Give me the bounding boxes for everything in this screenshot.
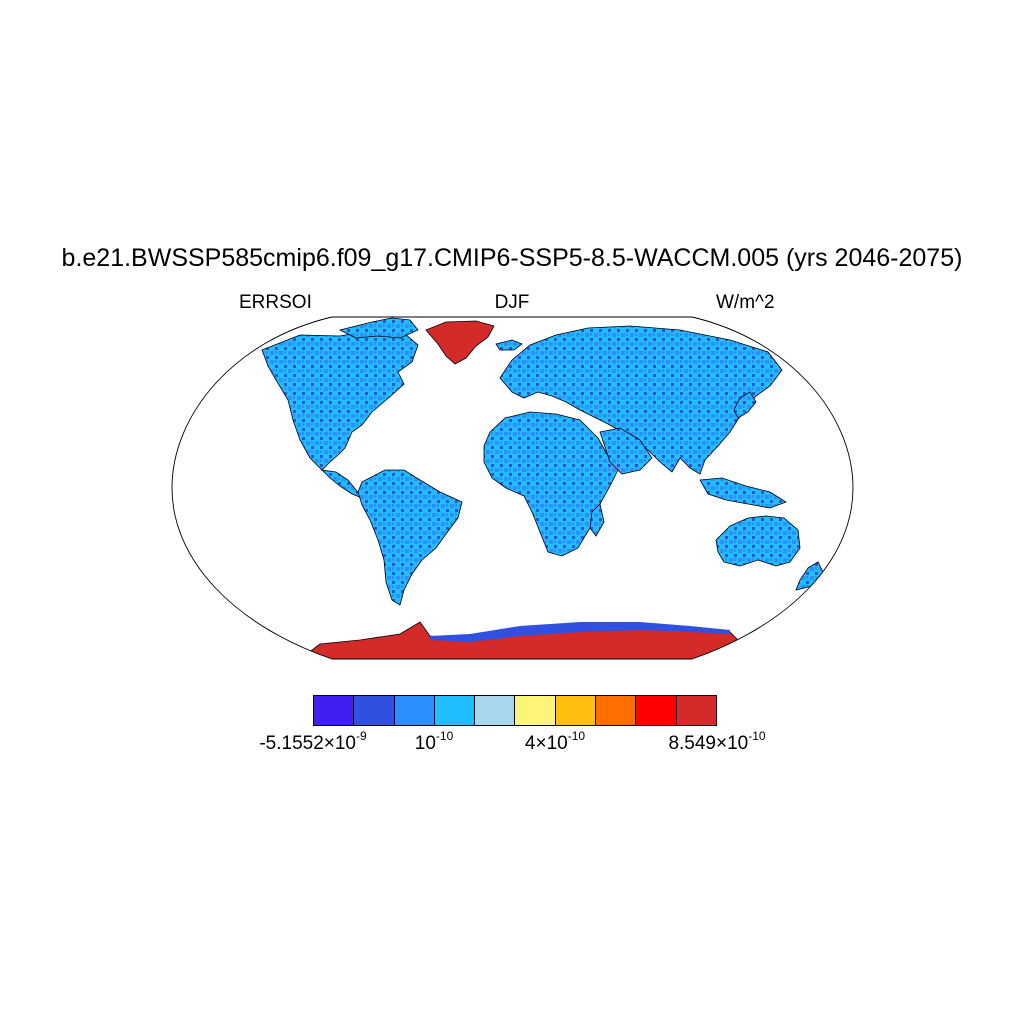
north-america-landmass [261, 329, 419, 471]
colorbar-swatch [515, 696, 556, 725]
variable-label: ERRSOI [239, 292, 312, 313]
madagascar-landmass [589, 503, 605, 537]
colorbar-tick-label: 10-10 [414, 729, 454, 754]
colorbar [313, 695, 717, 726]
colorbar-tick-label: 4×10-10 [524, 729, 586, 754]
season-label: DJF [494, 292, 530, 313]
eurasia-landmass [499, 325, 783, 475]
japan-landmass [733, 391, 757, 419]
central-america-landmass [320, 469, 364, 499]
iceland-landmass [495, 339, 523, 351]
colorbar-swatch [354, 696, 395, 725]
colorbar-swatch [555, 696, 597, 725]
antarctica-coastal-band [430, 622, 730, 642]
colorbar-tick-label: 8.549×10-10 [668, 729, 766, 754]
south-america-landmass [357, 469, 463, 606]
colorbar-swatch [314, 696, 355, 725]
units-label: W/m^2 [716, 292, 775, 313]
colorbar-swatch [475, 696, 516, 725]
australia-landmass [715, 515, 801, 567]
greenland-ice-sheet [425, 320, 495, 365]
arctic-islands [338, 317, 419, 339]
africa-landmass [483, 411, 621, 557]
colorbar-swatch [596, 696, 637, 725]
colorbar-swatch [636, 696, 677, 725]
colorbar-swatch [676, 696, 716, 725]
arabia-landmass [599, 427, 653, 475]
colorbar-tick-label: -5.1552×10-9 [259, 729, 367, 754]
map-boundary [171, 316, 854, 660]
colorbar-swatch [394, 696, 435, 725]
colorbar-swatch [434, 696, 476, 725]
plot-title: b.e21.BWSSP585cmip6.f09_g17.CMIP6-SSP5-8… [61, 244, 963, 272]
maritime-southeast-asia [699, 477, 787, 509]
